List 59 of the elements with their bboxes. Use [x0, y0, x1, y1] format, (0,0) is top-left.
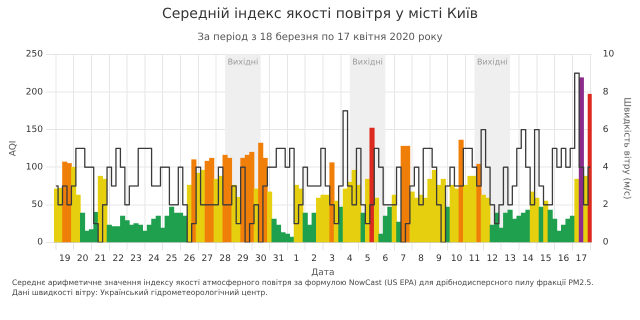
bar [156, 216, 161, 242]
x-tick-label: 27 [202, 254, 213, 264]
bar [392, 194, 397, 242]
bar [374, 198, 380, 242]
x-tick-label: 16 [558, 254, 570, 264]
x-tick-label: 11 [468, 254, 480, 264]
y-tick-label: 200 [26, 87, 44, 98]
x-tick-label: 23 [130, 254, 142, 264]
y-tick-label: 100 [26, 162, 44, 173]
band-label: Вихідні [228, 57, 258, 66]
x-tick-label: 8 [418, 254, 424, 264]
y-tick-label: 50 [32, 200, 44, 210]
bar [267, 192, 272, 242]
x-tick-label: 19 [59, 254, 71, 264]
x-tick-label: 21 [94, 254, 106, 264]
y2-axis-title: Швидкість вітру (м/с) [621, 97, 632, 200]
band-label: Вихідні [352, 57, 383, 66]
x-tick-label: 28 [219, 254, 232, 264]
y-axis-title: AQI [8, 140, 19, 156]
x-tick-label: 26 [184, 254, 196, 264]
y2-tick-label: 4 [602, 162, 609, 173]
x-tick-label: 15 [540, 254, 552, 264]
y-tick-label: 150 [26, 124, 44, 135]
x-tick-label: 29 [237, 254, 249, 264]
x-tick-label: 3 [329, 254, 335, 264]
x-tick-label: 10 [450, 254, 463, 264]
x-tick-label: 1 [293, 254, 300, 264]
chart-subtitle: За період з 18 березня по 17 квітня 2020 року [196, 32, 444, 45]
x-tick-label: 31 [272, 254, 284, 264]
x-tick-label: 24 [148, 254, 160, 264]
bar [548, 210, 553, 242]
x-tick-label: 22 [112, 254, 124, 264]
band-label: Вихідні [476, 57, 508, 66]
bar [588, 94, 592, 242]
x-tick-label: 30 [254, 254, 267, 264]
x-tick-label: 7 [400, 254, 406, 264]
bar [302, 212, 308, 242]
x-tick-label: 17 [576, 254, 588, 264]
x-tick-label: 6 [382, 254, 389, 264]
x-axis-title: Дата [311, 268, 335, 278]
y-tick-label: 250 [26, 50, 44, 60]
x-tick-label: 20 [76, 254, 89, 264]
y-tick-label: 0 [37, 238, 44, 248]
bar [249, 152, 254, 242]
x-tick-label: 14 [522, 254, 534, 264]
x-tick-label: 4 [346, 254, 353, 264]
x-tick-label: 13 [504, 254, 516, 264]
x-tick-label: 25 [166, 254, 178, 264]
y2-tick-label: 10 [602, 50, 614, 60]
x-tick-label: 12 [486, 254, 498, 264]
chart-title: Середній індекс якості повітря у місті Київ [160, 6, 480, 24]
y2-tick-label: 8 [602, 87, 609, 98]
y2-tick-label: 6 [602, 124, 609, 135]
x-tick-label: 2 [311, 254, 318, 264]
x-tick-label: 5 [364, 254, 370, 264]
bar [80, 212, 86, 242]
x-tick-label: 9 [436, 254, 442, 264]
y2-tick-label: 0 [602, 238, 609, 248]
y2-tick-label: 2 [602, 200, 608, 210]
